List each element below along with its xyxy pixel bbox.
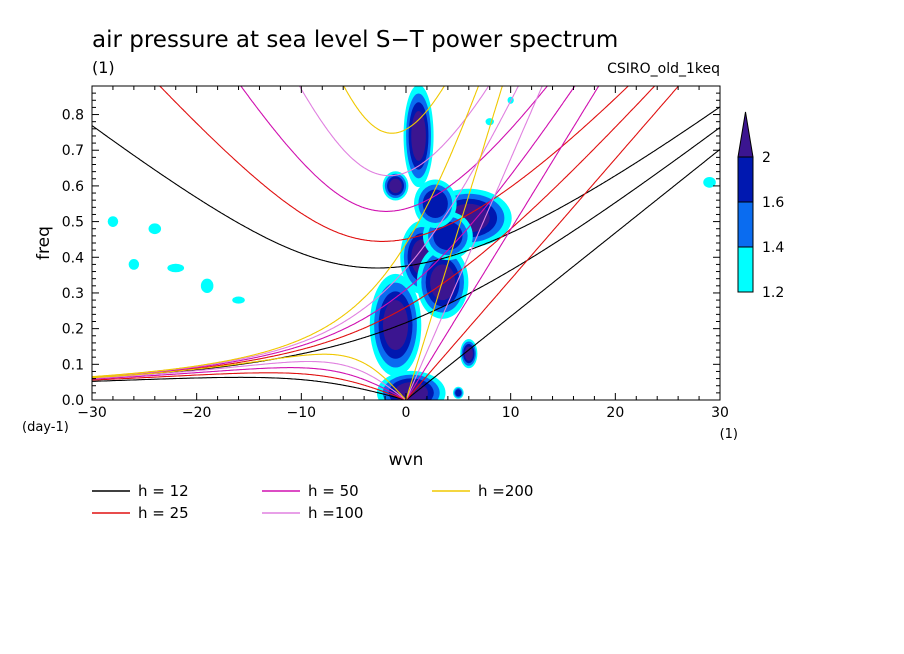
curve-h-50-ig1 [240, 86, 548, 212]
y-axis-label: freq [34, 226, 54, 260]
curve-h-12-kelvin [405, 148, 720, 400]
shaded-region-8-level-3 [389, 178, 402, 194]
shaded-region-1-level-3 [411, 110, 426, 161]
y-tick-label: 0.3 [62, 286, 84, 302]
y-tick-label: 0.6 [62, 179, 84, 195]
colorbar-segment-0 [737, 156, 754, 203]
curve-h-200-rossby1 [92, 353, 406, 400]
legend-label-h-200: h =200 [478, 482, 533, 500]
y-tick-label: 0.1 [62, 357, 84, 373]
shaded-region-2-level-3 [382, 300, 409, 351]
curve-h-100-eig0 [92, 86, 519, 378]
curve-h-200-eig0 [92, 86, 480, 378]
x-tick-labels: −30 −20 −10 0 10 20 30 [77, 405, 729, 421]
curve-h-100-ig1 [298, 86, 490, 177]
curve-h-25-kelvin [405, 86, 680, 400]
axis-ticks [91, 85, 721, 401]
shaded-region-11-level-0 [107, 216, 119, 227]
title-units: (1) [92, 58, 115, 77]
colorbar-label: 1.4 [762, 240, 784, 256]
shaded-region-15-level-0 [200, 278, 214, 293]
colorbar-label: 1.6 [762, 195, 784, 211]
curve-h-100-rossby1 [92, 360, 406, 400]
legend: h = 12 h = 25 h = 50 h =100 h =200 [92, 482, 533, 522]
x-tick-label: 0 [402, 405, 411, 421]
curve-h-50-eig0 [92, 86, 576, 378]
y-tick-label: 0.5 [62, 215, 84, 231]
x-axis-label: wvn [389, 450, 424, 470]
curve-h-12-eig0 [92, 126, 720, 379]
curve-h-25-eig0 [92, 86, 656, 379]
legend-label-h-50: h = 50 [308, 482, 359, 500]
colorbar-segment-1 [737, 201, 754, 248]
model-label: CSIRO_old_1keq [607, 61, 720, 77]
curve-h-200-ig1 [343, 86, 445, 134]
curve-h-200-kelvin [405, 86, 503, 400]
colorbar-label: 2 [762, 150, 771, 166]
x-tick-label: 10 [502, 405, 520, 421]
x-unit-label: (1) [720, 427, 738, 442]
curve-h-25-rossby1 [92, 372, 406, 400]
shaded-region-10-level-2 [455, 389, 462, 397]
shaded-region-12-level-0 [128, 259, 140, 270]
shaded-region-9-level-3 [464, 346, 473, 361]
dispersion-curves [92, 86, 720, 400]
y-tick-labels: 0.0 0.1 0.2 0.3 0.4 0.5 0.6 0.7 0.8 [62, 108, 84, 409]
shaded-region-14-level-0 [167, 263, 185, 273]
y-tick-label: 0.7 [62, 143, 84, 159]
curve-h-100-kelvin [405, 86, 543, 400]
y-tick-label: 0.4 [62, 250, 84, 266]
y-tick-label: 0.8 [62, 108, 84, 124]
legend-label-h-12: h = 12 [138, 482, 189, 500]
curve-h-12-ig1 [92, 106, 720, 269]
shaded-region-17-level-0 [703, 176, 716, 188]
curve-h-12-rossby1 [92, 376, 406, 400]
legend-label-h-100: h =100 [308, 504, 363, 522]
curve-h-50-rossby1 [92, 367, 406, 400]
colorbar-label: 1.2 [762, 285, 784, 301]
x-tick-label: 20 [606, 405, 624, 421]
shaded-region-7-level-2 [422, 189, 448, 219]
colorbar: 2 1.6 1.4 1.2 [737, 111, 784, 301]
x-tick-label: −10 [287, 405, 317, 421]
shaded-region-13-level-0 [148, 223, 162, 235]
y-tick-label: 0.0 [62, 393, 84, 409]
curve-h-50-kelvin [405, 86, 600, 400]
x-tick-label: −30 [77, 405, 107, 421]
legend-label-h-25: h = 25 [138, 504, 189, 522]
y-unit-label: (day-1) [22, 420, 69, 435]
chart-title: air pressure at sea level S−T power spec… [92, 27, 618, 53]
curve-h-25-ig1 [158, 86, 630, 242]
colorbar-arrow [737, 111, 754, 158]
colorbar-segment-2 [737, 246, 754, 293]
x-tick-label: −20 [182, 405, 212, 421]
x-tick-label: 30 [711, 405, 729, 421]
shaded-region-16-level-0 [232, 296, 245, 304]
y-tick-label: 0.2 [62, 322, 84, 338]
